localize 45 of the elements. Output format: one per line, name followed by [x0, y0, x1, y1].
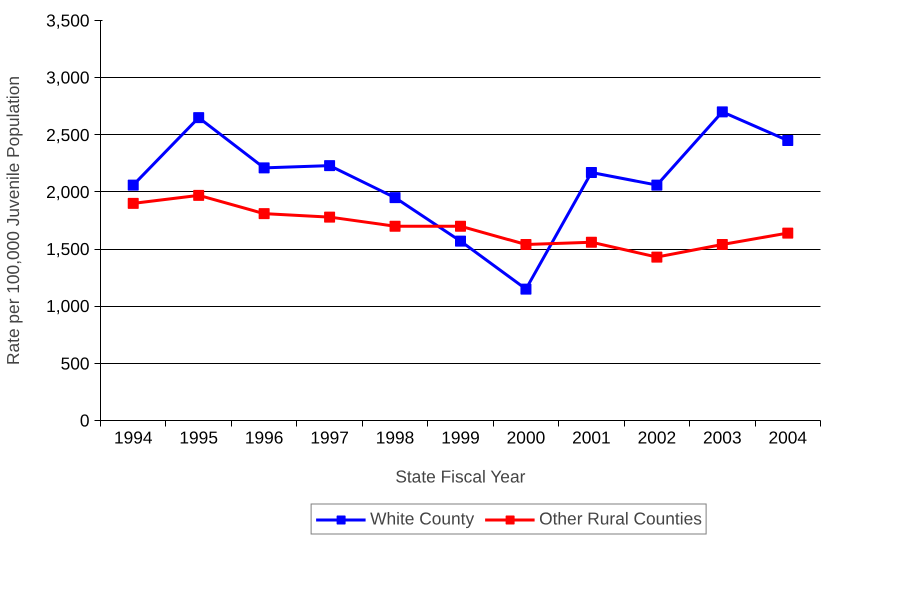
point [455, 236, 466, 247]
x-tick-label: 1997 [310, 428, 349, 448]
point [455, 220, 466, 232]
point [586, 236, 597, 248]
point [651, 252, 662, 263]
x-tick-label: 2002 [638, 428, 676, 448]
point [324, 212, 336, 223]
point [128, 180, 139, 191]
y-tick-label: 500 [60, 353, 90, 374]
point [390, 220, 401, 232]
point [520, 284, 532, 295]
x-axis-title: State Fiscal Year [395, 466, 526, 486]
point [258, 208, 270, 220]
legend-label: Other Rural Counties [539, 508, 702, 530]
x-tick-label: 2003 [703, 428, 742, 448]
point [586, 167, 597, 178]
point [782, 135, 794, 146]
point [193, 112, 204, 124]
x-tick-label: 1994 [114, 428, 153, 448]
x-tick-label: 1996 [244, 428, 284, 448]
point [193, 190, 204, 201]
y-tick-label: 2,000 [46, 182, 90, 202]
point [390, 192, 401, 204]
y-tick-label: 1,000 [46, 296, 90, 316]
y-tick-label: 3,000 [46, 68, 90, 88]
y-axis-title: Rate per 100,000 Juvenile Population [3, 76, 24, 366]
point [520, 239, 532, 250]
x-tick-label: 2004 [768, 428, 808, 448]
y-tick-label: 1,500 [46, 239, 90, 260]
y-tick-label: 3,500 [46, 10, 90, 30]
x-tick-label: 1998 [376, 428, 414, 448]
x-tick-label: 2000 [506, 428, 546, 448]
point [782, 228, 794, 239]
x-tick-label: 1999 [441, 428, 480, 448]
y-tick-label: 0 [80, 410, 90, 430]
x-tick-label: 1995 [179, 428, 218, 448]
point [324, 160, 336, 172]
y-tick-label: 2,500 [46, 124, 90, 145]
point [128, 198, 139, 209]
point [716, 106, 728, 118]
point [258, 162, 270, 174]
legend-label: White County [370, 508, 474, 530]
x-tick-label: 2001 [572, 428, 611, 448]
point [651, 180, 662, 191]
point [716, 239, 728, 250]
